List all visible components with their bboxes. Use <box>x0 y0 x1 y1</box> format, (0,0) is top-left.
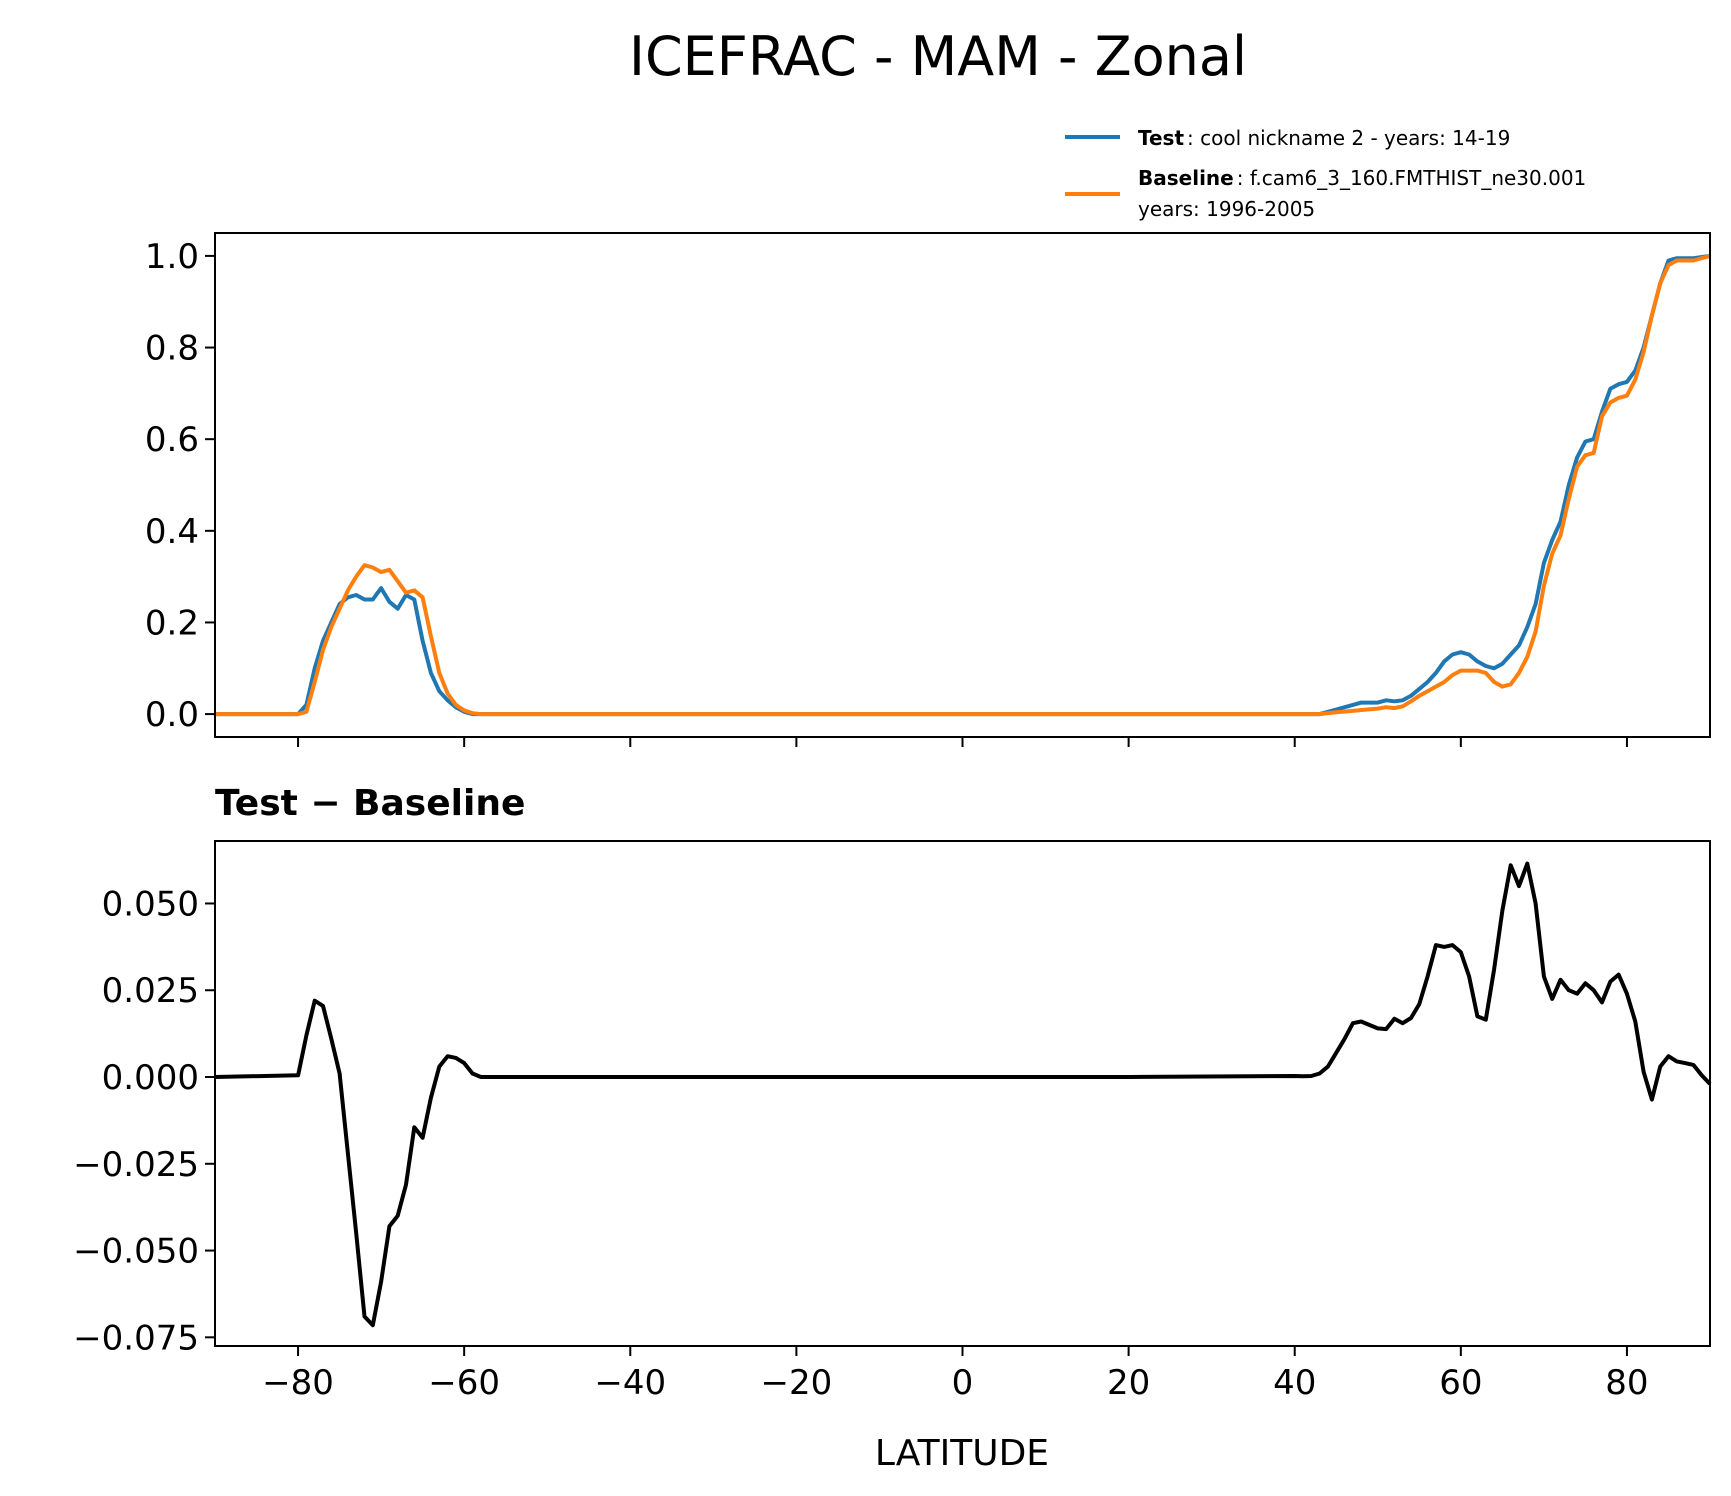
bottom-plot-frame <box>214 840 1711 1347</box>
bottom-y-tick-label: 0.000 <box>102 1058 199 1098</box>
bottom-x-tick-label: 80 <box>1605 1363 1648 1403</box>
top-panel: 0.0 0.2 0.4 0.6 0.8 1.0 <box>145 232 1711 747</box>
bottom-y-tick-label: −0.075 <box>73 1318 199 1358</box>
legend: Test: cool nickname 2 - years: 14-19 Bas… <box>1065 126 1586 221</box>
bottom-y-tick-label: −0.025 <box>73 1145 199 1185</box>
top-series-group <box>215 253 1711 717</box>
top-y-tick-label: 0.8 <box>145 329 199 369</box>
diff-panel-title: Test − Baseline <box>215 783 525 824</box>
top-axes: 0.0 0.2 0.4 0.6 0.8 1.0 <box>145 237 1628 747</box>
x-axis-label: LATITUDE <box>875 1433 1049 1474</box>
legend-test-name: Test <box>1138 126 1184 150</box>
top-y-tick-label: 0.2 <box>145 603 199 643</box>
top-y-tick-label: 0.0 <box>145 695 199 735</box>
bottom-series-group <box>214 861 1712 1328</box>
bottom-x-tick-label: −20 <box>761 1363 833 1403</box>
top-y-tick-label: 0.4 <box>145 512 199 552</box>
bottom-x-tick-label: 0 <box>952 1363 974 1403</box>
bottom-series-line-test-baseline <box>214 861 1712 1328</box>
legend-baseline-years: years: 1996-2005 <box>1138 197 1315 221</box>
bottom-x-tick-label: −80 <box>262 1363 334 1403</box>
legend-baseline-name: Baseline <box>1138 166 1234 190</box>
bottom-panel: −80 −60 −40 −20 0 20 40 60 80 0.050 0.025 0.000 −0.0… <box>73 840 1712 1403</box>
bottom-x-tick-label: −60 <box>428 1363 500 1403</box>
top-y-tick-label: 1.0 <box>145 237 199 277</box>
legend-baseline-label: Baseline: f.cam6_3_160.FMTHIST_ne30.001 <box>1138 166 1586 190</box>
bottom-axes: −80 −60 −40 −20 0 20 40 60 80 0.050 0.025 0.000 −0.0… <box>73 884 1648 1403</box>
bottom-y-tick-label: 0.050 <box>102 884 199 924</box>
top-y-tick-label: 0.6 <box>145 420 199 460</box>
bottom-y-tick-label: −0.050 <box>73 1232 199 1272</box>
legend-test-desc: : cool nickname 2 - years: 14-19 <box>1187 126 1510 150</box>
bottom-y-tick-label: 0.025 <box>102 971 199 1011</box>
bottom-x-tick-label: 60 <box>1439 1363 1482 1403</box>
bottom-x-tick-label: 20 <box>1107 1363 1150 1403</box>
top-series-line-baseline <box>215 253 1711 717</box>
legend-test-label: Test: cool nickname 2 - years: 14-19 <box>1138 126 1510 150</box>
top-plot-frame <box>214 232 1711 738</box>
bottom-x-tick-label: −40 <box>594 1363 666 1403</box>
chart-title: ICEFRAC - MAM - Zonal <box>629 25 1247 88</box>
legend-baseline-desc: : f.cam6_3_160.FMTHIST_ne30.001 <box>1237 166 1587 190</box>
bottom-x-tick-label: 40 <box>1273 1363 1316 1403</box>
